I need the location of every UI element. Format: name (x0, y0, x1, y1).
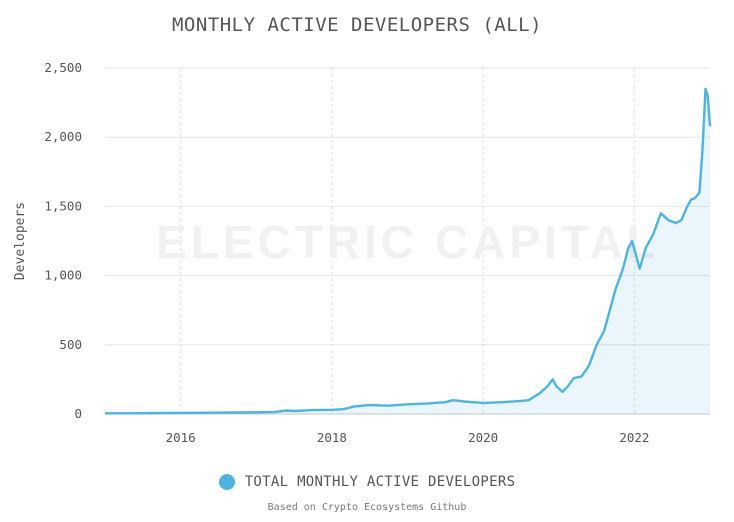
legend-marker[interactable] (218, 474, 235, 490)
series-area-fill (105, 88, 710, 415)
y-tick-label: 2,000 (44, 129, 82, 144)
y-tick-label: 1,000 (44, 268, 82, 283)
y-tick-label: 2,500 (44, 60, 82, 75)
chart-title: MONTHLY ACTIVE DEVELOPERS (ALL) (171, 14, 543, 36)
legend: TOTAL MONTHLY ACTIVE DEVELOPERS (0, 474, 734, 490)
y-tick-label: 1,500 (44, 198, 82, 213)
legend-label[interactable]: TOTAL MONTHLY ACTIVE DEVELOPERS (244, 474, 516, 490)
series-area (105, 87, 712, 415)
chart-plot: ELECTRIC CAPITAL 0 500 1,000 1,500 2,000 2,50… (13, 60, 712, 445)
x-tick-label: 2020 (468, 430, 498, 445)
source-note: Based on Crypto Ecosystems Github (267, 502, 467, 513)
series-line (105, 87, 712, 415)
axis-labels: 0 500 1,000 1,500 2,000 2,500 2016 2018 2020 2022 (44, 60, 649, 445)
y-tick-label: 500 (59, 337, 82, 352)
watermark-text: ELECTRIC CAPITAL (156, 216, 659, 268)
x-tick-label: 2018 (317, 430, 347, 445)
grid-lines (105, 67, 710, 415)
y-tick-label: 0 (74, 406, 82, 421)
x-tick-label: 2022 (619, 430, 649, 445)
y-axis-label: Developers (13, 202, 28, 280)
x-tick-label: 2016 (166, 430, 196, 445)
